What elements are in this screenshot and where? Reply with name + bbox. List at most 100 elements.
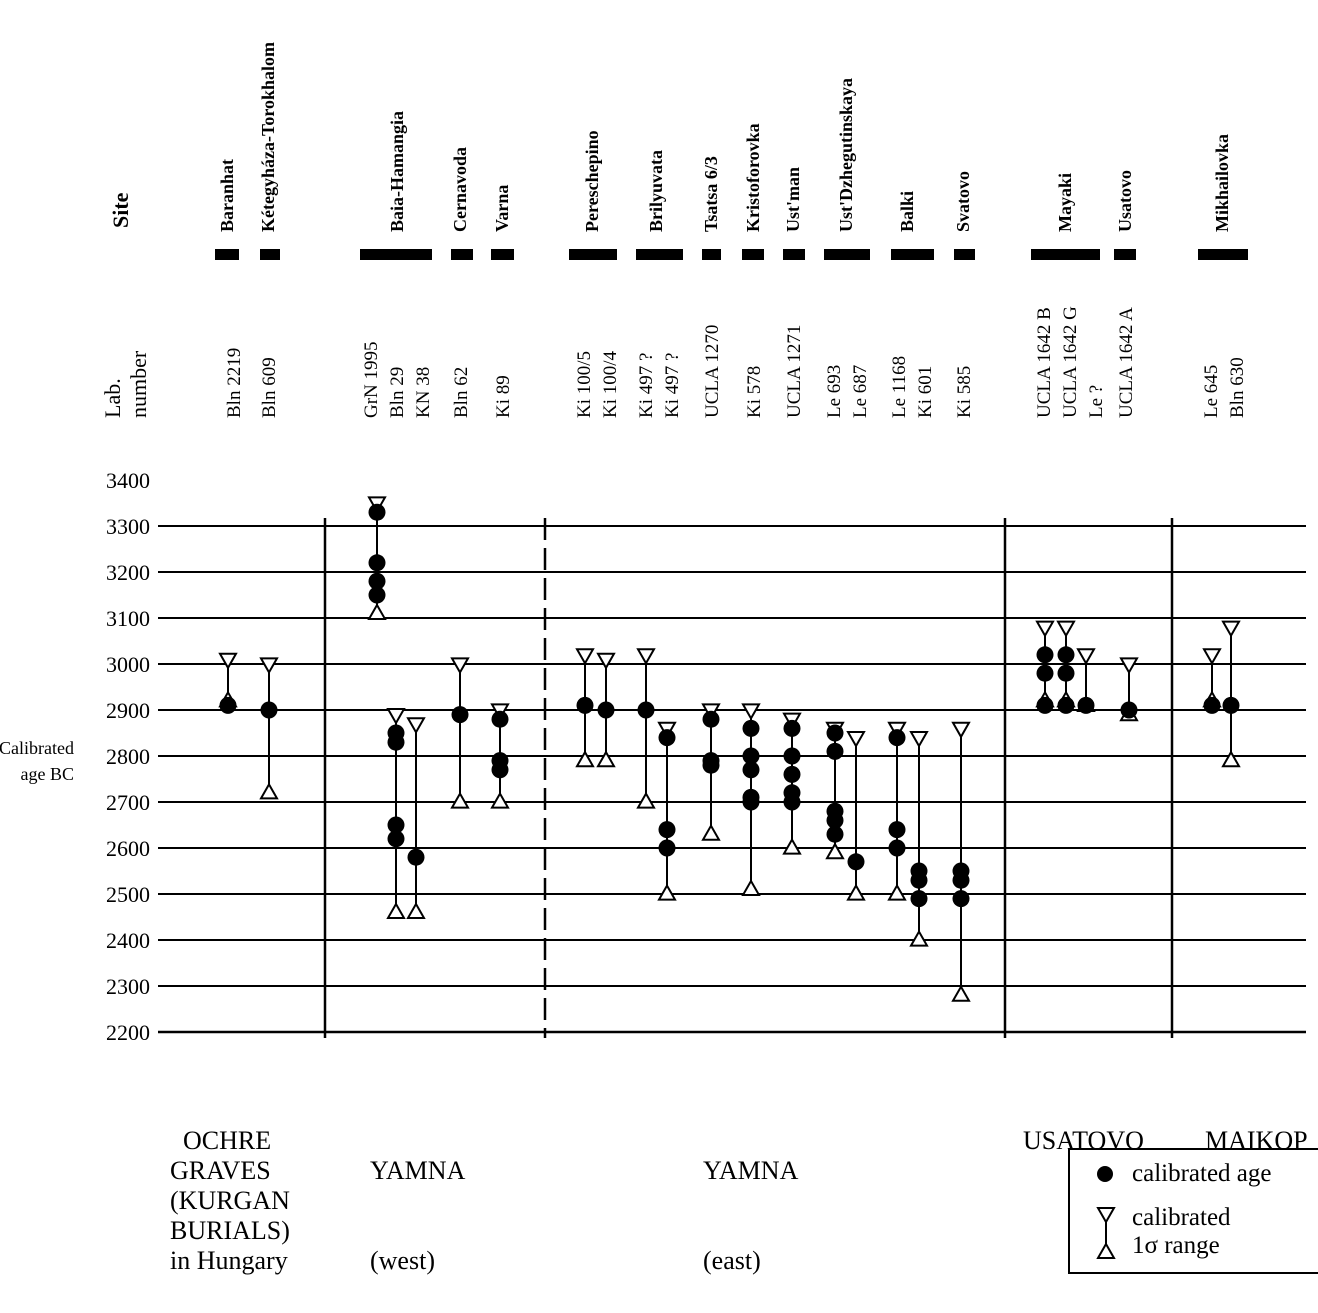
y-tick-label: 2900: [106, 698, 150, 723]
y-tick-label: 3400: [106, 468, 150, 493]
sample-series: [846, 731, 866, 901]
site-marker-bar: [1031, 249, 1100, 260]
sample-series: [1076, 648, 1096, 714]
legend-item-range: calibrated 1σ range: [1070, 1204, 1318, 1264]
lab-number-label: UCLA 1642 G: [1060, 306, 1081, 418]
lab-number-label: Ki 585: [954, 366, 975, 418]
calibrated-age-point: [368, 586, 386, 604]
lab-number-label: Ki 497 ?: [636, 353, 657, 418]
sample-series: [1056, 620, 1076, 714]
range-lower-marker: [450, 791, 470, 809]
sample-series: [575, 648, 595, 768]
site-marker-bar: [636, 249, 683, 260]
data-marks: [218, 496, 1241, 1002]
site-name-label: Varna: [492, 185, 512, 232]
site-marker-bar: [260, 249, 280, 260]
site-name-label: Baranhat: [217, 159, 237, 232]
calibrated-age-point: [826, 724, 844, 742]
site-name-label: Svatovo: [953, 171, 973, 232]
site-name-label: Usatovo: [1115, 170, 1135, 232]
calibrated-age-point: [1057, 664, 1075, 682]
group-label-ochre-graves: OCHRE GRAVES (KURGAN BURIALS) in Hungary: [170, 1126, 290, 1275]
sample-series: [218, 652, 238, 714]
calibrated-age-point: [658, 821, 676, 839]
calibrated-age-point: [407, 848, 425, 866]
range-lower-marker: [367, 602, 387, 620]
y-tick-label: 2400: [106, 928, 150, 953]
site-name-label: Kristoforovka: [743, 123, 763, 232]
range-upper-marker: [951, 721, 971, 739]
calibrated-age-point: [597, 701, 615, 719]
sample-series: [1221, 620, 1241, 768]
calibrated-age-point: [742, 761, 760, 779]
site-name-label: Kétegyháza-Torokhalom: [258, 42, 278, 232]
lab-number-label: GrN 1995: [361, 341, 382, 418]
calibrated-age-point: [847, 853, 865, 871]
range-lower-marker: [782, 837, 802, 855]
calibrated-age-point: [658, 839, 676, 857]
group-label-yamna-west: YAMNA (west): [370, 1156, 466, 1275]
legend-label-range: calibrated 1σ range: [1132, 1204, 1231, 1259]
range-upper-marker: [218, 652, 238, 670]
range-lower-marker: [887, 883, 907, 901]
range-upper-marker: [846, 731, 866, 749]
range-upper-marker: [1035, 620, 1055, 638]
lab-number-label: Bln 609: [259, 357, 280, 418]
y-tick-label: 2200: [106, 1020, 150, 1045]
calibrated-age-point: [1077, 696, 1095, 714]
sample-series: [490, 703, 510, 809]
calibrated-age-point: [702, 710, 720, 728]
site-name-label: Ust'man: [783, 167, 803, 232]
lab-number-label: UCLA 1270: [702, 325, 723, 418]
range-upper-marker: [1221, 620, 1241, 638]
range-upper-marker: [596, 652, 616, 670]
site-marker-bar: [215, 249, 239, 260]
calibrated-age-point: [637, 701, 655, 719]
calibrated-age-point: [491, 710, 509, 728]
group-dividers: [323, 518, 1174, 1038]
calibrated-age-point: [888, 821, 906, 839]
site-name-label: Brilyuvata: [646, 150, 666, 232]
range-upper-marker: [741, 703, 761, 721]
group-label-maikop: MAIKOP: [1205, 1126, 1308, 1155]
lab-number-label: Ki 100/4: [600, 350, 621, 418]
range-lower-marker: [406, 901, 426, 919]
sample-series: [636, 648, 656, 809]
lab-number-label: Le 645: [1201, 365, 1222, 418]
range-upper-marker: [1076, 648, 1096, 666]
calibrated-age-point: [783, 747, 801, 765]
range-lower-marker: [490, 791, 510, 809]
calibrated-age-point: [742, 747, 760, 765]
calibrated-age-point: [783, 719, 801, 737]
lab-number-label: Bln 29: [387, 367, 408, 418]
sample-series: [1119, 657, 1139, 722]
calibrated-age-point: [702, 756, 720, 774]
site-marker-bar: [742, 249, 764, 260]
site-name-label: Ust'Dzhegutinskaya: [836, 78, 856, 232]
range-upper-marker: [1119, 657, 1139, 675]
calibrated-age-point: [742, 719, 760, 737]
calibrated-age-point: [1057, 696, 1075, 714]
y-tick-label: 3000: [106, 652, 150, 677]
range-lower-marker: [846, 883, 866, 901]
site-name-label: Mayaki: [1055, 173, 1075, 232]
range-upper-marker: [909, 731, 929, 749]
sample-series: [1202, 648, 1222, 714]
site-marker-bar: [954, 249, 975, 260]
range-upper-marker: [575, 648, 595, 666]
range-upper-marker: [1202, 648, 1222, 666]
y-axis-label: Calibrated age BC: [0, 738, 74, 784]
y-tick-label: 2600: [106, 836, 150, 861]
site-name-label: Tsatsa 6/3: [701, 156, 721, 232]
site-marker-bar: [451, 249, 473, 260]
calibrated-age-point: [952, 890, 970, 908]
y-axis-label-line2: age BC: [21, 764, 75, 784]
y-tick-label: 3100: [106, 606, 150, 631]
calibrated-age-point: [1203, 696, 1221, 714]
calibrated-age-point: [260, 701, 278, 719]
site-marker-bar: [360, 249, 432, 260]
site-name-label: Pereschepino: [582, 130, 602, 232]
calibrated-age-point: [888, 839, 906, 857]
sample-series: [741, 703, 761, 896]
